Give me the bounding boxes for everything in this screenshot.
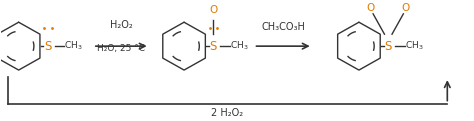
- Text: CH$_3$: CH$_3$: [64, 40, 83, 52]
- Text: O: O: [366, 3, 375, 13]
- Text: H₂O, 25 °C: H₂O, 25 °C: [97, 44, 145, 53]
- Text: 2 H₂O₂: 2 H₂O₂: [211, 108, 244, 118]
- Text: CH₃CO₃H: CH₃CO₃H: [261, 22, 305, 32]
- Text: H₂O₂: H₂O₂: [110, 20, 133, 30]
- Text: O: O: [209, 5, 218, 15]
- Text: CH$_3$: CH$_3$: [230, 40, 248, 52]
- Text: S: S: [44, 40, 52, 53]
- Text: S: S: [384, 40, 392, 53]
- Text: S: S: [210, 40, 217, 53]
- Text: O: O: [401, 3, 410, 13]
- Text: CH$_3$: CH$_3$: [405, 40, 423, 52]
